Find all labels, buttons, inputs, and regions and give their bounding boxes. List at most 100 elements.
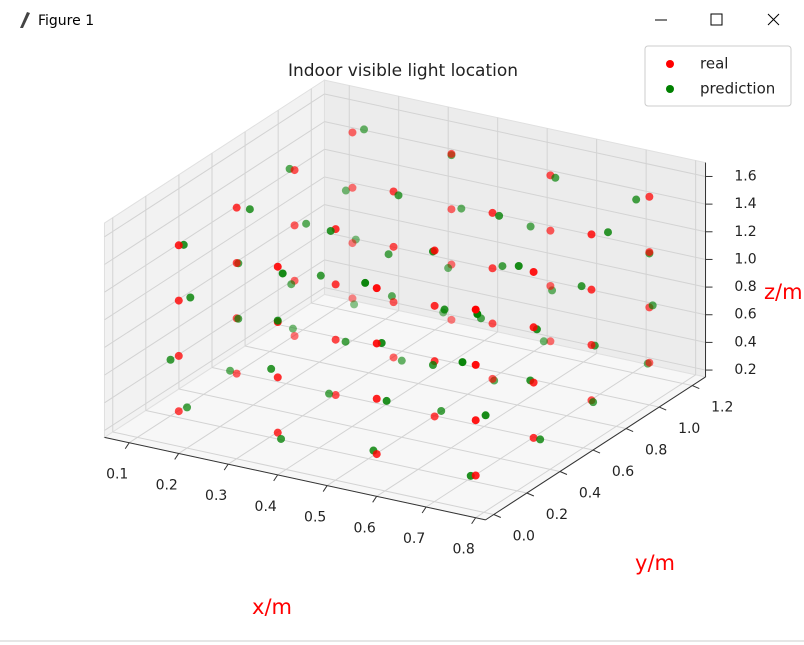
x-axis-label: x/m (252, 595, 292, 619)
scatter-point (430, 246, 439, 255)
z-tick-label: 0.4 (734, 334, 756, 350)
app-icon (20, 12, 30, 28)
x-tick-label: 0.2 (156, 477, 178, 493)
scatter-point (174, 407, 183, 416)
z-tick-label: 0.8 (734, 279, 756, 295)
scatter-point (394, 191, 403, 200)
grid-line (104, 204, 325, 348)
x-tick (124, 442, 130, 449)
scatter-point (348, 183, 357, 192)
scatter-point (174, 296, 183, 305)
scatter-point (546, 281, 555, 290)
scatter-point (488, 264, 497, 273)
scatter-point (587, 230, 596, 239)
scatter-point (372, 339, 381, 348)
scatter-point (529, 433, 538, 442)
scatter-point (587, 285, 596, 294)
z-tick-label: 1.2 (734, 224, 756, 240)
grid-line (311, 302, 693, 387)
scatter-point (632, 195, 641, 204)
z-tick-label: 0.2 (734, 362, 756, 378)
scatter-point (481, 411, 490, 420)
scatter-point (245, 205, 254, 214)
scatter-point (428, 361, 437, 370)
grid-line (324, 287, 706, 371)
title-bar (0, 0, 804, 40)
scatter-point (437, 406, 446, 415)
grid-line (324, 231, 706, 316)
scatter-point (648, 301, 657, 310)
legend-label: prediction (700, 80, 775, 98)
scatter-point (174, 351, 183, 360)
scatter-point (444, 264, 453, 273)
y-tick (526, 492, 535, 497)
scatter-point (183, 403, 192, 412)
scatter-point (389, 298, 398, 307)
scatter-point (577, 282, 586, 291)
scatter-point (226, 366, 235, 375)
y-tick-label: 0.4 (579, 486, 601, 502)
scatter-point (498, 262, 507, 271)
x-tick-label: 0.8 (452, 542, 474, 558)
x-tick-label: 0.7 (403, 531, 425, 547)
grid-line (104, 287, 325, 431)
scatter-point (290, 221, 299, 230)
scatter-point (529, 267, 538, 276)
grid-line (104, 176, 325, 321)
y-tick (493, 514, 501, 518)
scatter-point (267, 364, 276, 373)
scatter-point (273, 373, 282, 382)
grid-line (278, 324, 660, 408)
x-tick (322, 485, 328, 492)
scatter-point (232, 203, 241, 212)
scatter-point (471, 305, 480, 314)
scatter-point (234, 314, 243, 323)
window-title: Figure 1 (38, 13, 94, 29)
scatter-point (589, 398, 598, 407)
grid-line (211, 367, 594, 451)
scatter-point (587, 340, 596, 349)
grid-line (104, 231, 325, 376)
scatter-point (186, 293, 195, 302)
scatter-point (384, 250, 393, 259)
scatter-point (232, 369, 241, 378)
scatter-point (316, 271, 325, 280)
scatter-point (331, 335, 340, 344)
scatter-point (536, 435, 545, 444)
grid-line (324, 121, 706, 205)
x-tick (471, 517, 477, 524)
x-tick (273, 474, 279, 482)
scatter-point (331, 280, 340, 289)
scatter-point (514, 261, 523, 270)
scatter-point (471, 360, 480, 369)
grid-line (324, 148, 706, 233)
scatter-point (372, 284, 381, 293)
scatter-point (529, 378, 538, 387)
scatter-point (372, 450, 381, 459)
z-tick-label: 1.0 (734, 251, 756, 267)
scatter-point (488, 208, 497, 217)
x-tick (223, 463, 229, 471)
y-tick (592, 449, 601, 454)
scatter-point (341, 337, 350, 346)
maximize-button[interactable] (710, 13, 723, 26)
z-axis-label: z/m (764, 280, 803, 304)
grid-line (324, 259, 706, 343)
y-tick-label: 0.0 (513, 528, 535, 544)
scatter-point (387, 292, 396, 301)
close-button[interactable] (767, 13, 780, 26)
y-tick (659, 406, 667, 411)
scatter-point (645, 248, 654, 257)
scatter-point (290, 166, 299, 175)
scatter-point (372, 394, 381, 403)
grid-line (112, 431, 494, 515)
legend-marker (666, 60, 674, 68)
x-tick (372, 496, 378, 503)
legend-marker (666, 85, 674, 93)
scatter-point (348, 239, 357, 248)
scatter-point (382, 396, 391, 405)
grid-line (376, 352, 597, 497)
scatter-point (471, 416, 480, 425)
scatter-point (277, 434, 286, 443)
